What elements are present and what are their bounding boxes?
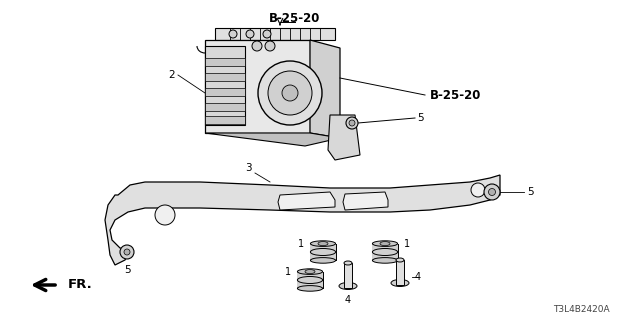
Circle shape — [252, 41, 262, 51]
Ellipse shape — [298, 276, 323, 284]
Ellipse shape — [318, 242, 328, 246]
Circle shape — [471, 183, 485, 197]
Bar — [205, 103, 245, 111]
Bar — [205, 58, 245, 66]
Ellipse shape — [372, 258, 397, 263]
Ellipse shape — [310, 249, 335, 255]
Circle shape — [246, 30, 254, 38]
Circle shape — [124, 249, 130, 255]
Ellipse shape — [310, 241, 335, 246]
Text: 1: 1 — [285, 267, 291, 277]
Text: 4: 4 — [415, 272, 421, 282]
Bar — [298, 272, 323, 288]
Circle shape — [488, 188, 495, 196]
Polygon shape — [278, 192, 335, 210]
Ellipse shape — [298, 285, 323, 291]
Text: FR.: FR. — [68, 278, 93, 292]
Circle shape — [265, 41, 275, 51]
Text: 5: 5 — [417, 113, 423, 123]
Ellipse shape — [372, 249, 397, 255]
Circle shape — [349, 120, 355, 126]
Bar — [205, 73, 245, 81]
Polygon shape — [205, 46, 245, 125]
Text: B-25-20: B-25-20 — [430, 89, 481, 101]
Circle shape — [263, 30, 271, 38]
Polygon shape — [343, 192, 388, 210]
Ellipse shape — [372, 241, 397, 246]
Text: 2: 2 — [168, 70, 175, 80]
Circle shape — [155, 205, 175, 225]
Bar — [205, 88, 245, 96]
Polygon shape — [105, 175, 500, 265]
Polygon shape — [215, 28, 335, 40]
Ellipse shape — [380, 242, 390, 246]
Polygon shape — [205, 133, 340, 146]
Polygon shape — [205, 40, 310, 133]
Text: 1: 1 — [404, 239, 410, 249]
Circle shape — [268, 71, 312, 115]
Ellipse shape — [344, 261, 352, 265]
Circle shape — [346, 117, 358, 129]
Ellipse shape — [298, 269, 323, 275]
Text: 4: 4 — [345, 295, 351, 305]
Circle shape — [229, 30, 237, 38]
Bar — [205, 116, 245, 124]
Circle shape — [120, 245, 134, 259]
Bar — [396, 260, 404, 285]
Ellipse shape — [396, 258, 404, 262]
Polygon shape — [310, 40, 340, 138]
Ellipse shape — [310, 258, 335, 263]
Bar — [372, 244, 397, 260]
Text: T3L4B2420A: T3L4B2420A — [554, 306, 610, 315]
Ellipse shape — [305, 269, 315, 274]
Ellipse shape — [391, 279, 409, 286]
Text: B-25-20: B-25-20 — [269, 12, 321, 25]
Circle shape — [282, 85, 298, 101]
Circle shape — [484, 184, 500, 200]
Text: 5: 5 — [124, 265, 131, 275]
Polygon shape — [328, 115, 360, 160]
Ellipse shape — [339, 283, 357, 290]
Circle shape — [258, 61, 322, 125]
Text: 1: 1 — [298, 239, 304, 249]
Bar — [344, 263, 352, 288]
Text: 5: 5 — [527, 187, 533, 197]
Bar — [310, 244, 335, 260]
Text: 3: 3 — [244, 163, 252, 173]
